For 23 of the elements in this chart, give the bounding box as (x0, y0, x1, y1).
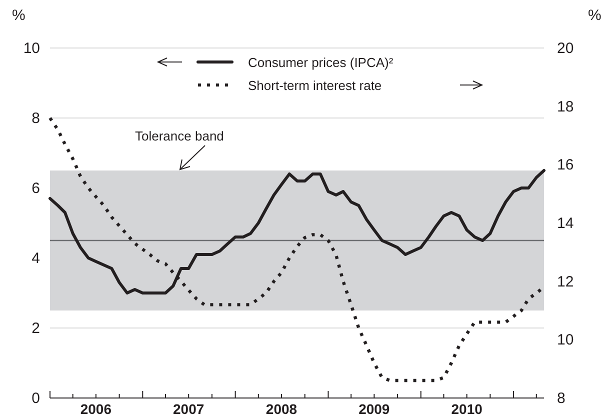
y2-axis-title: % (588, 7, 602, 24)
x-tick-label: 2010 (451, 401, 483, 416)
y2-tick-label: 16 (557, 156, 574, 174)
y-tick-label: 0 (32, 390, 40, 407)
y-tick-label: 8 (32, 110, 40, 127)
legend-label: Short-term interest rate (248, 78, 382, 93)
x-tick-label: 2006 (80, 401, 112, 416)
y2-tick-label: 20 (557, 40, 574, 57)
y2-tick-label: 8 (557, 390, 566, 407)
band-label: Tolerance band (135, 128, 224, 144)
y-tick-label: 4 (32, 250, 40, 267)
legend-label: Consumer prices (IPCA)² (248, 55, 394, 70)
y-axis-title: % (12, 7, 26, 24)
x-tick-label: 2009 (358, 401, 390, 416)
y2-tick-label: 18 (557, 98, 574, 116)
y-tick-label: 10 (23, 40, 40, 57)
y2-tick-label: 14 (557, 215, 574, 232)
y-tick-label: 6 (32, 180, 40, 197)
x-tick-label: 2007 (173, 401, 204, 416)
x-tick-label: 2008 (266, 401, 298, 416)
y2-tick-label: 12 (557, 273, 574, 290)
y-tick-label: 2 (32, 320, 40, 337)
y2-tick-label: 10 (557, 332, 574, 349)
